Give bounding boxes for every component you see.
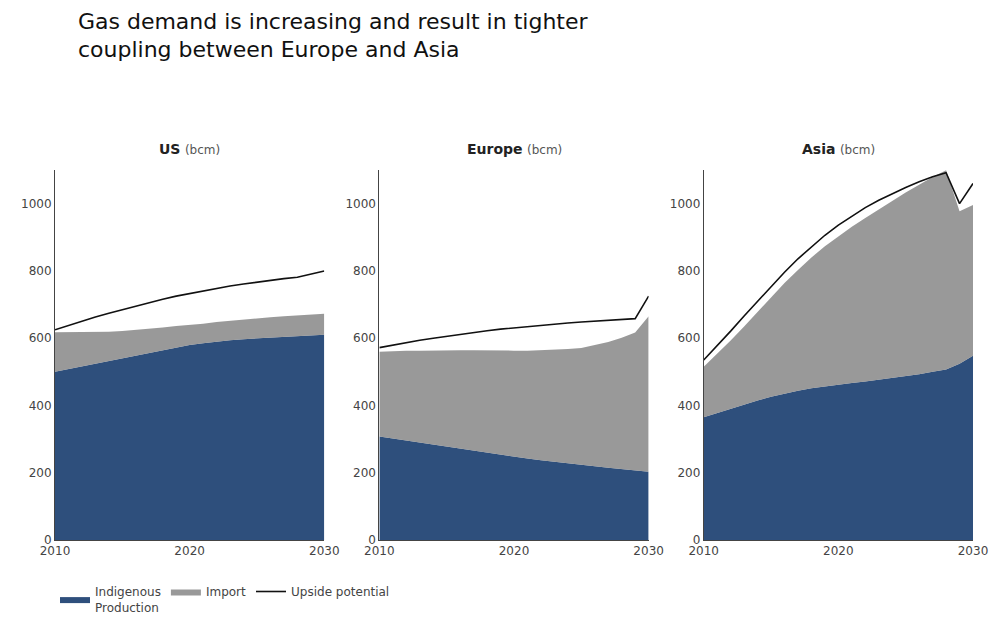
- svg-text:US (bcm): US (bcm): [159, 141, 220, 157]
- svg-text:2030: 2030: [958, 544, 989, 558]
- svg-text:600: 600: [29, 331, 52, 345]
- svg-text:Import: Import: [206, 585, 246, 599]
- svg-text:2030: 2030: [633, 544, 664, 558]
- svg-text:200: 200: [29, 466, 52, 480]
- svg-text:1000: 1000: [345, 197, 376, 211]
- svg-text:2030: 2030: [309, 544, 340, 558]
- svg-text:400: 400: [677, 399, 700, 413]
- svg-text:2020: 2020: [499, 544, 530, 558]
- svg-text:1000: 1000: [21, 197, 52, 211]
- svg-text:2010: 2010: [364, 544, 395, 558]
- svg-text:200: 200: [677, 466, 700, 480]
- svg-text:Upside potential: Upside potential: [291, 585, 389, 599]
- svg-text:2010: 2010: [688, 544, 719, 558]
- svg-text:Europe (bcm): Europe (bcm): [467, 141, 562, 157]
- svg-text:800: 800: [29, 264, 52, 278]
- svg-text:400: 400: [29, 399, 52, 413]
- svg-text:200: 200: [353, 466, 376, 480]
- svg-text:2020: 2020: [823, 544, 854, 558]
- svg-text:IndigenousProduction: IndigenousProduction: [95, 585, 161, 615]
- svg-text:400: 400: [353, 399, 376, 413]
- svg-text:Asia (bcm): Asia (bcm): [802, 141, 875, 157]
- svg-text:1000: 1000: [670, 197, 701, 211]
- svg-text:800: 800: [353, 264, 376, 278]
- svg-text:600: 600: [677, 331, 700, 345]
- svg-text:800: 800: [677, 264, 700, 278]
- svg-text:0: 0: [693, 533, 701, 547]
- svg-text:Gas demand is increasing and r: Gas demand is increasing and result in t…: [78, 9, 589, 63]
- svg-text:2020: 2020: [174, 544, 205, 558]
- svg-text:600: 600: [353, 331, 376, 345]
- svg-text:0: 0: [44, 533, 52, 547]
- svg-text:0: 0: [368, 533, 376, 547]
- svg-text:2010: 2010: [40, 544, 71, 558]
